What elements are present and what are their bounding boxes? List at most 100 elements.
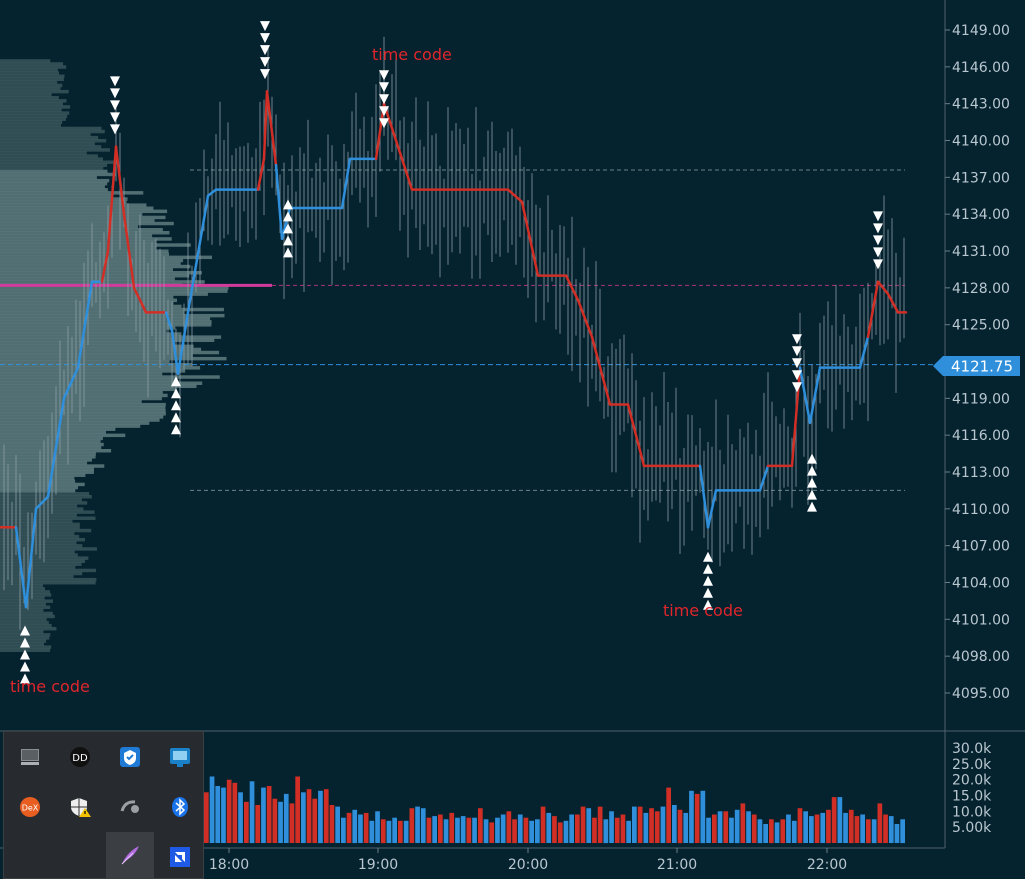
- volume-bar: [717, 811, 723, 843]
- profile-bar: [0, 406, 166, 410]
- display-icon[interactable]: [168, 745, 192, 769]
- volume-bar: [751, 814, 757, 843]
- trend-segment: [170, 329, 180, 376]
- profile-bar: [0, 212, 143, 217]
- profile-bar: [0, 264, 191, 269]
- profile-bar: [0, 479, 76, 484]
- trend-segment: [564, 274, 580, 302]
- volume-tick-label: 20.0k: [952, 773, 992, 789]
- price-tick-label: 4107.00: [952, 539, 1010, 555]
- volume-tick-label: 30.0k: [952, 741, 992, 757]
- profile-bar: [0, 71, 59, 75]
- profile-bar: [0, 145, 102, 149]
- volume-bar: [226, 779, 232, 843]
- volume-bar: [769, 819, 774, 844]
- profile-bar: [0, 363, 192, 367]
- volume-bar: [763, 824, 768, 843]
- current-price-tag-shape: [933, 356, 1020, 376]
- volume-bar: [420, 808, 426, 843]
- buy-arrow-icon: [20, 649, 30, 660]
- profile-bar: [0, 596, 45, 600]
- profile-bar: [0, 495, 92, 499]
- sell-arrow-icon: [792, 382, 802, 393]
- volume-bar: [866, 819, 871, 844]
- amd-icon[interactable]: [168, 845, 192, 869]
- sell-arrow-icon: [260, 57, 270, 68]
- trend-line: [0, 90, 908, 609]
- volume-bar: [301, 792, 306, 843]
- bluetooth-icon[interactable]: [168, 795, 192, 819]
- dex-icon[interactable]: DeX: [18, 795, 42, 819]
- buy-arrow-icon: [283, 211, 293, 222]
- volume-bar: [677, 809, 683, 844]
- trend-segment: [382, 102, 402, 155]
- profile-bar: [0, 384, 197, 388]
- profile-bar: [0, 421, 150, 425]
- volume-bar: [632, 806, 637, 843]
- volume-bar: [455, 817, 460, 843]
- volume-bar: [432, 816, 437, 843]
- profile-bar: [0, 286, 229, 290]
- volume-bar: [215, 786, 221, 843]
- profile-bar: [0, 310, 184, 315]
- profile-bar: [0, 341, 172, 345]
- profile-bar: [0, 148, 110, 152]
- volume-bar: [346, 812, 352, 843]
- profile-bar: [0, 568, 96, 573]
- profile-bar: [0, 191, 144, 195]
- sync-icon[interactable]: [118, 795, 142, 819]
- volume-bar: [575, 814, 580, 843]
- trend-segment: [24, 507, 38, 609]
- profile-bar: [0, 292, 208, 296]
- profile-bar: [0, 304, 182, 309]
- volume-bar: [238, 792, 243, 843]
- profile-bar: [0, 62, 64, 66]
- feather-icon[interactable]: [106, 832, 154, 878]
- volume-bar: [249, 781, 255, 844]
- dolby-icon[interactable]: DD: [68, 745, 92, 769]
- sell-arrow-icon: [873, 211, 883, 222]
- volume-bar: [683, 812, 689, 843]
- volume-bar: [352, 809, 358, 844]
- security-warning-icon[interactable]: [68, 795, 92, 819]
- profile-bar: [0, 215, 166, 220]
- profile-bar: [0, 289, 228, 293]
- profile-bar: [0, 482, 85, 487]
- profile-bar: [0, 218, 155, 223]
- trend-segment: [576, 298, 594, 339]
- profile-bar: [0, 169, 108, 174]
- time-code-annotation: time code: [10, 677, 90, 696]
- profile-bar: [0, 83, 63, 88]
- trend-segment: [706, 489, 718, 529]
- trend-segment: [14, 526, 28, 609]
- defender-icon[interactable]: [118, 745, 142, 769]
- monitor-icon[interactable]: [18, 745, 42, 769]
- profile-bar: [0, 507, 84, 511]
- sell-arrow-icon: [379, 82, 389, 93]
- volume-bar: [341, 817, 346, 843]
- profile-bar: [0, 544, 83, 548]
- volume-tick-label: 25.0k: [952, 757, 992, 773]
- volume-tick-label: 15.0k: [952, 789, 992, 805]
- sell-arrow-icon: [379, 118, 389, 129]
- profile-bar: [0, 126, 102, 131]
- volume-bar: [460, 816, 466, 843]
- volume-bar: [540, 806, 546, 843]
- time-axis[interactable]: 18:00 19:00 20:00 21:00 22:00: [209, 848, 847, 873]
- profile-bar: [0, 151, 87, 155]
- buy-arrow-icon: [20, 673, 30, 684]
- volume-bar: [398, 820, 403, 843]
- trend-segment: [164, 311, 174, 333]
- sell-arrow-icon: [792, 358, 802, 369]
- profile-bar: [0, 584, 43, 588]
- trend-segment: [114, 145, 126, 216]
- volume-bar: [221, 787, 226, 843]
- profile-bar: [0, 473, 86, 477]
- current-price-label: 4121.75: [951, 358, 1013, 376]
- volume-bar: [614, 817, 620, 843]
- profile-bar: [0, 68, 58, 72]
- volume-bar: [323, 789, 329, 843]
- trend-segment: [520, 200, 540, 277]
- volume-bar: [512, 819, 517, 844]
- time-code-annotation: time code: [663, 601, 743, 620]
